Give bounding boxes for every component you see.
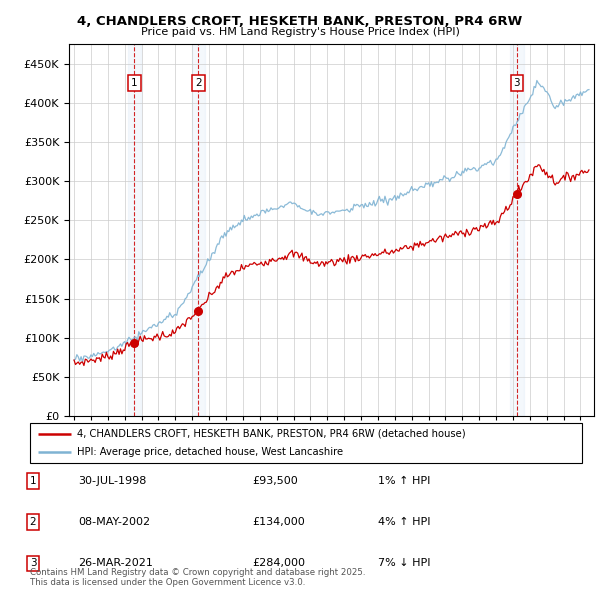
Text: 1: 1 bbox=[131, 78, 138, 88]
Text: 4, CHANDLERS CROFT, HESKETH BANK, PRESTON, PR4 6RW: 4, CHANDLERS CROFT, HESKETH BANK, PRESTO… bbox=[77, 15, 523, 28]
Text: Contains HM Land Registry data © Crown copyright and database right 2025.
This d: Contains HM Land Registry data © Crown c… bbox=[30, 568, 365, 587]
Text: 1% ↑ HPI: 1% ↑ HPI bbox=[378, 476, 430, 486]
Bar bbox=[191, 44, 205, 416]
Text: 2: 2 bbox=[29, 517, 37, 527]
Text: 26-MAR-2021: 26-MAR-2021 bbox=[78, 559, 153, 568]
Text: 08-MAY-2002: 08-MAY-2002 bbox=[78, 517, 150, 527]
Text: 4, CHANDLERS CROFT, HESKETH BANK, PRESTON, PR4 6RW (detached house): 4, CHANDLERS CROFT, HESKETH BANK, PRESTO… bbox=[77, 429, 466, 439]
Text: £134,000: £134,000 bbox=[252, 517, 305, 527]
Text: 2: 2 bbox=[195, 78, 202, 88]
Bar bbox=[128, 44, 141, 416]
Text: £93,500: £93,500 bbox=[252, 476, 298, 486]
Text: 7% ↓ HPI: 7% ↓ HPI bbox=[378, 559, 431, 568]
FancyBboxPatch shape bbox=[30, 423, 582, 463]
Bar bbox=[510, 44, 524, 416]
Text: 1: 1 bbox=[29, 476, 37, 486]
Text: HPI: Average price, detached house, West Lancashire: HPI: Average price, detached house, West… bbox=[77, 447, 343, 457]
Text: 3: 3 bbox=[514, 78, 520, 88]
Text: Price paid vs. HM Land Registry's House Price Index (HPI): Price paid vs. HM Land Registry's House … bbox=[140, 27, 460, 37]
Text: 4% ↑ HPI: 4% ↑ HPI bbox=[378, 517, 431, 527]
Text: £284,000: £284,000 bbox=[252, 559, 305, 568]
Text: 30-JUL-1998: 30-JUL-1998 bbox=[78, 476, 146, 486]
Text: 3: 3 bbox=[29, 559, 37, 568]
